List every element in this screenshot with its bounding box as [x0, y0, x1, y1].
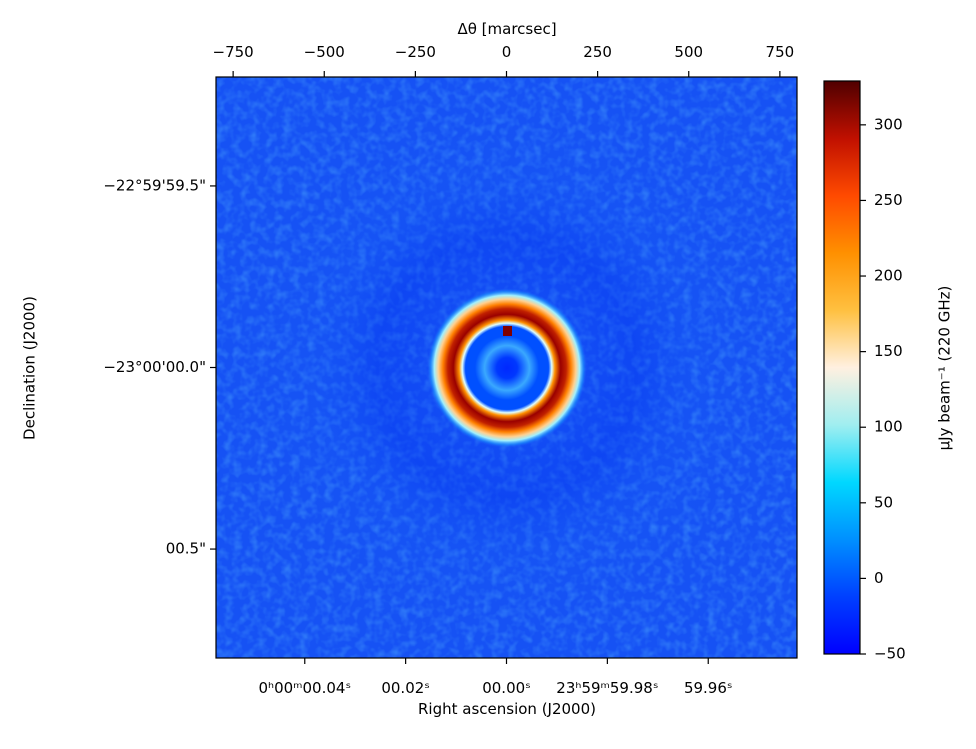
x-tick-label: 23ʰ59ᵐ59.98ˢ	[556, 679, 658, 697]
y-axis-label: Declination (J2000)	[21, 296, 39, 440]
x-tick-label: 00.00ˢ	[482, 679, 531, 697]
colorbar-tick-label: −50	[874, 645, 906, 663]
x2-axis-label: Δθ [marcsec]	[457, 20, 556, 38]
y-tick-label: −22°59'59.5"	[103, 176, 206, 194]
y-tick-label: 00.5"	[166, 540, 206, 558]
y-tick-label: −23°00'00.0"	[103, 358, 206, 376]
colorbar-tick-label: 150	[874, 342, 903, 360]
x2-tick-label: 0	[502, 43, 512, 61]
colorbar-tick-label: 300	[874, 115, 903, 133]
colorbar-label: μJy beam⁻¹ (220 GHz)	[936, 286, 954, 451]
x2-tick-label: −250	[395, 43, 436, 61]
colorbar-tick-label: 50	[874, 493, 893, 511]
x2-tick-label: −750	[213, 43, 254, 61]
colorbar-tick-label: 250	[874, 191, 903, 209]
colorbar-tick-label: 0	[874, 569, 884, 587]
x-tick-label: 0ʰ00ᵐ00.04ˢ	[258, 679, 351, 697]
x-axis-label: Right ascension (J2000)	[418, 700, 596, 718]
x2-tick-label: 750	[766, 43, 795, 61]
x2-tick-label: 250	[583, 43, 612, 61]
x2-tick-label: 500	[674, 43, 703, 61]
x-tick-label: 59.96ˢ	[684, 679, 733, 697]
colorbar-tick-label: 200	[874, 267, 903, 285]
colorbar-tick-label: 100	[874, 418, 903, 436]
colorbar	[823, 80, 861, 655]
x2-tick-label: −500	[304, 43, 345, 61]
x-tick-label: 00.02ˢ	[381, 679, 430, 697]
image	[216, 77, 797, 658]
